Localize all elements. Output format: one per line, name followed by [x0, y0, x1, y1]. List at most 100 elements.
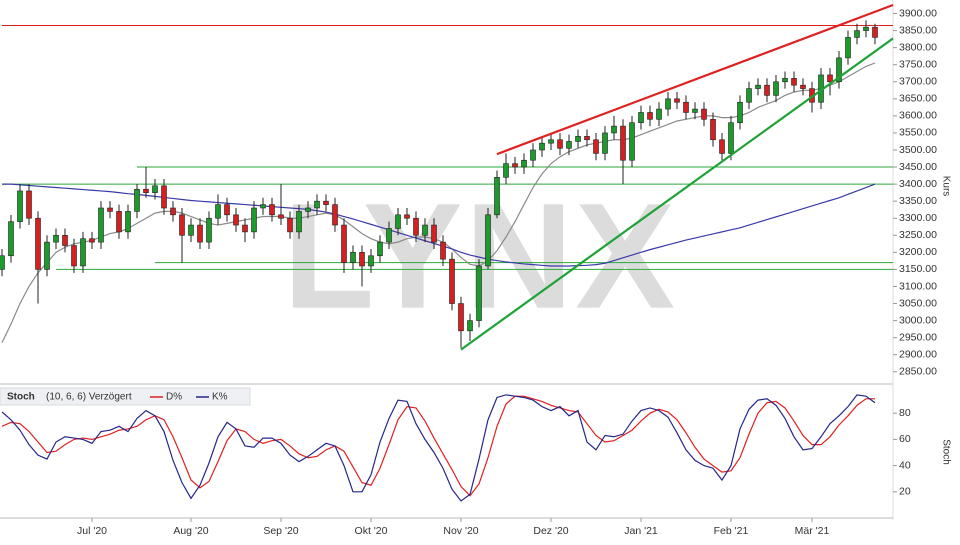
candle-body — [800, 84, 806, 89]
candle-body — [449, 258, 455, 304]
candle-body — [845, 37, 851, 59]
candle-body — [404, 214, 410, 219]
candle-body — [197, 224, 203, 243]
candle-body — [791, 78, 797, 86]
candle-body — [566, 141, 572, 149]
candle-body — [359, 252, 365, 267]
candle-body — [44, 241, 50, 270]
candle-body — [863, 26, 869, 31]
candle-body — [233, 214, 239, 226]
y-axis-title: Stoch — [940, 439, 951, 465]
x-tick-label: Aug '20 — [173, 525, 208, 537]
candle-body — [179, 214, 185, 236]
candle-body — [125, 211, 131, 233]
candle-body — [224, 204, 230, 216]
y-tick-label: 3850.00 — [899, 24, 937, 36]
y-tick-label: 3500.00 — [899, 144, 937, 156]
candle-body — [386, 228, 392, 243]
y-tick-label: 3650.00 — [899, 93, 937, 105]
candle-body — [0, 255, 5, 270]
candle-body — [620, 125, 626, 161]
y-tick-label: 3000.00 — [899, 314, 937, 326]
candle-body — [80, 238, 86, 267]
candle-body — [836, 57, 842, 83]
y-tick-label: 3400.00 — [899, 178, 937, 190]
stoch-header — [0, 387, 251, 406]
candle-body — [476, 265, 482, 321]
candle-body — [350, 252, 356, 263]
x-tick-label: Dez '20 — [533, 525, 568, 537]
candle-body — [494, 176, 500, 216]
candle-body — [89, 238, 95, 243]
stoch-line — [1, 395, 875, 497]
candle-body — [206, 217, 212, 243]
candle-body — [161, 185, 167, 209]
legend-label: D% — [166, 392, 182, 403]
candle-body — [215, 204, 221, 219]
candle-body — [737, 101, 743, 124]
stoch-params: (10, 6, 6) Verzögert — [46, 392, 132, 403]
candle-body — [116, 211, 122, 233]
candle-body — [782, 78, 788, 83]
candle-body — [539, 142, 545, 151]
y-tick-label: 3750.00 — [899, 58, 937, 70]
candle-body — [395, 214, 401, 229]
x-tick-label: Mär '21 — [795, 525, 830, 537]
candle-body — [458, 303, 464, 332]
candle-body — [629, 122, 635, 161]
y-tick-label: 3100.00 — [899, 280, 937, 292]
candle-body — [683, 101, 689, 113]
candle-body — [260, 204, 266, 209]
y-tick-label: 2900.00 — [899, 348, 937, 360]
candle-body — [377, 241, 383, 257]
y-tick-label: 3300.00 — [899, 212, 937, 224]
candle-body — [467, 320, 473, 332]
trend-line — [496, 3, 894, 156]
candle-body — [251, 207, 257, 233]
candle-body — [422, 224, 428, 236]
candle-body — [413, 217, 419, 236]
y-tick-label: 3250.00 — [899, 229, 937, 241]
candle-body — [638, 112, 644, 124]
y-tick-label: 3550.00 — [899, 127, 937, 139]
y-tick-label: 3800.00 — [899, 41, 937, 53]
x-tick-label: Nov '20 — [443, 525, 478, 537]
candle-body — [710, 118, 716, 141]
candle-body — [368, 255, 374, 267]
candle-body — [143, 188, 149, 193]
legend-label: K% — [212, 392, 228, 403]
candle-body — [134, 188, 140, 212]
candle-body — [656, 108, 662, 120]
candle-body — [98, 207, 104, 243]
y-tick-label: 3600.00 — [899, 110, 937, 122]
y-tick-label: 2950.00 — [899, 331, 937, 343]
x-tick-label: Jul '20 — [77, 525, 107, 537]
stoch-line — [1, 394, 876, 502]
candle-body — [584, 136, 590, 141]
candle-body — [557, 139, 563, 149]
candle-body — [8, 221, 14, 257]
x-tick-label: Feb '21 — [714, 525, 749, 537]
candle-body — [575, 136, 581, 142]
candle-body — [323, 200, 329, 205]
y-tick-label: 3900.00 — [899, 7, 937, 19]
candle-body — [872, 26, 878, 38]
candle-body — [593, 139, 599, 154]
candle-body — [296, 211, 302, 233]
candle-body — [287, 217, 293, 233]
candle-body — [53, 234, 59, 243]
candle-body — [152, 185, 158, 193]
candle-body — [188, 224, 194, 236]
x-tick-label: Jan '21 — [624, 525, 658, 537]
candle-body — [170, 207, 176, 216]
y-tick-label: 3450.00 — [899, 161, 937, 173]
candle-body — [26, 190, 32, 219]
stoch-title: Stoch — [7, 392, 35, 403]
candle-body — [764, 84, 770, 96]
y-tick-label: 40 — [899, 459, 911, 471]
candle-body — [332, 204, 338, 226]
candle-body — [746, 88, 752, 103]
candle-body — [602, 132, 608, 154]
y-axis-title: Kurs — [940, 176, 951, 197]
